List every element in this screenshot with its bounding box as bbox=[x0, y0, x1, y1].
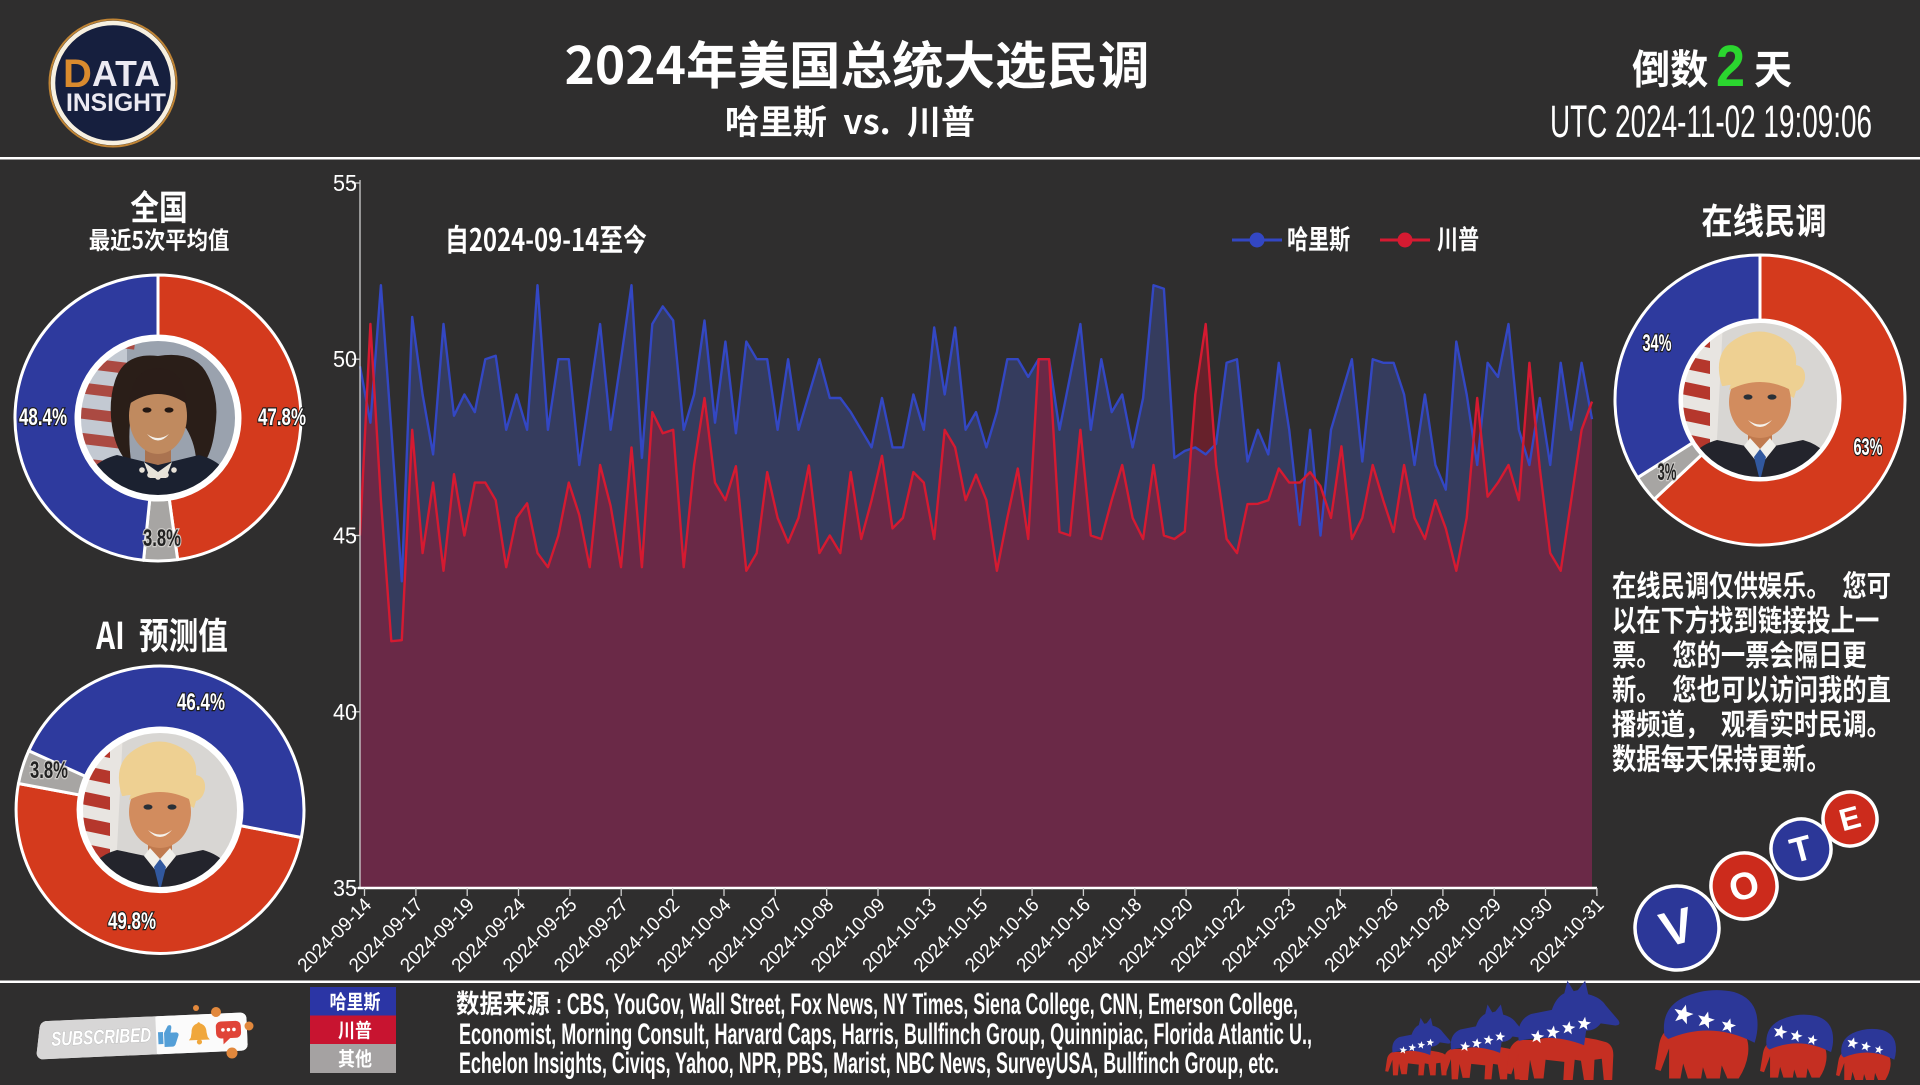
svg-text:3%: 3% bbox=[1658, 459, 1677, 486]
svg-text:45: 45 bbox=[333, 523, 357, 549]
svg-text:35: 35 bbox=[333, 875, 357, 901]
svg-text:3.8%: 3.8% bbox=[30, 757, 68, 784]
svg-text:47.8%: 47.8% bbox=[258, 404, 306, 431]
svg-text:Economist, Morning Consult, Ha: Economist, Morning Consult, Harvard Caps… bbox=[459, 1018, 1312, 1051]
svg-text:49.8%: 49.8% bbox=[108, 908, 156, 935]
svg-text:3.8%: 3.8% bbox=[143, 525, 181, 552]
svg-text:63%: 63% bbox=[1854, 434, 1883, 461]
svg-text:2: 2 bbox=[1716, 34, 1745, 99]
svg-text:55: 55 bbox=[333, 170, 357, 196]
svg-text:50: 50 bbox=[333, 346, 357, 372]
svg-text:UTC 2024-11-02 19:09:06: UTC 2024-11-02 19:09:06 bbox=[1550, 96, 1872, 147]
svg-text:SUBSCRIBED: SUBSCRIBED bbox=[51, 1025, 152, 1051]
svg-text:D: D bbox=[63, 52, 92, 96]
svg-text:: CBS, YouGov, Wall Street, Fo: : CBS, YouGov, Wall Street, Fox News, NY… bbox=[556, 988, 1298, 1021]
svg-text:48.4%: 48.4% bbox=[19, 404, 67, 431]
svg-text:ATA: ATA bbox=[92, 53, 160, 94]
svg-text:INSIGHT: INSIGHT bbox=[66, 89, 166, 117]
svg-text:46.4%: 46.4% bbox=[177, 689, 225, 716]
svg-text:34%: 34% bbox=[1643, 330, 1672, 357]
svg-text:40: 40 bbox=[333, 699, 357, 725]
svg-text:Echelon Insights, Civiqs, Yaho: Echelon Insights, Civiqs, Yahoo, NPR, PB… bbox=[459, 1047, 1279, 1080]
